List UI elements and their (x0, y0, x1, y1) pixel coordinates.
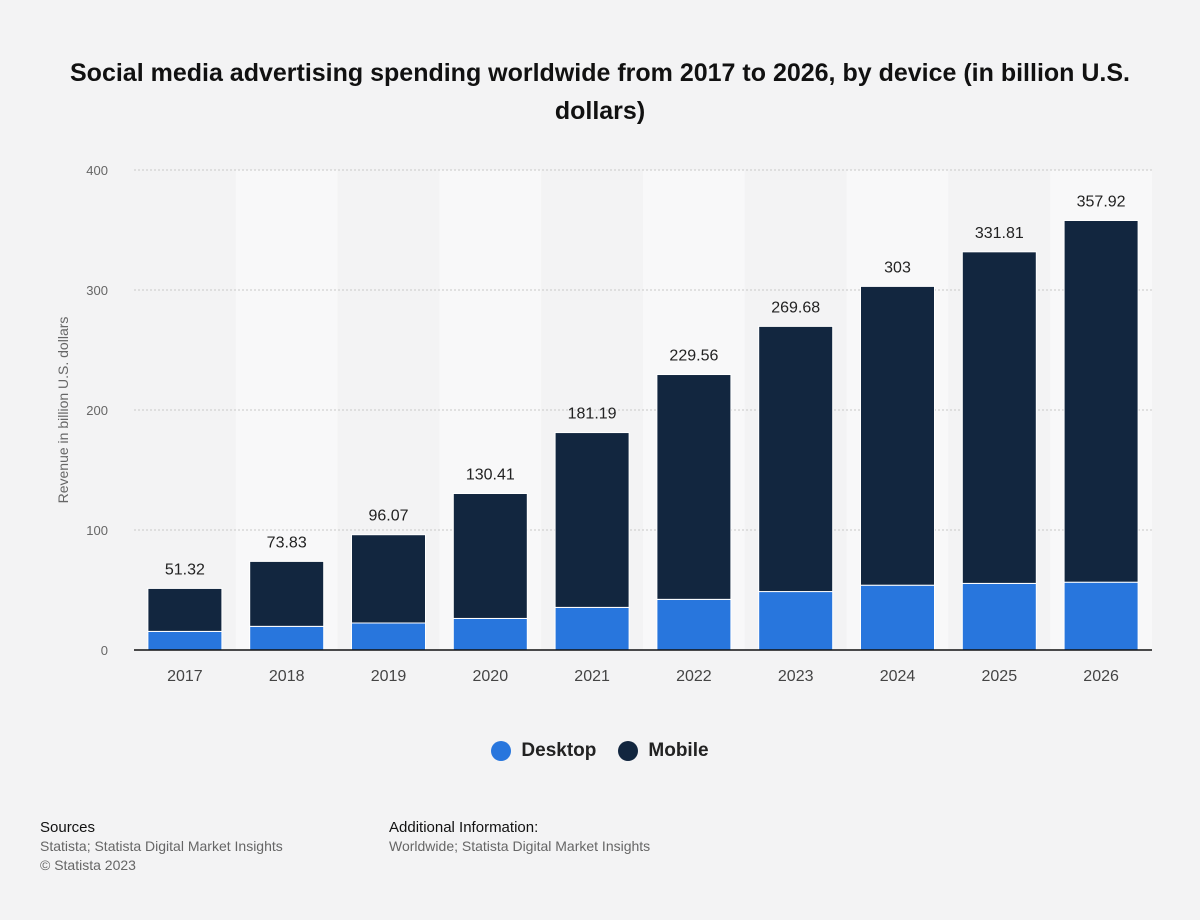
x-tick-label: 2018 (269, 668, 305, 685)
additional-info-line: Worldwide; Statista Digital Market Insig… (389, 838, 651, 854)
bar-desktop-2018 (249, 625, 325, 651)
bar-mobile-2017 (147, 587, 223, 632)
y-tick-label: 400 (86, 163, 108, 178)
bar-desktop-2020 (452, 617, 528, 651)
sources-block: Sources Statista; Statista Digital Marke… (40, 818, 283, 875)
total-label: 96.07 (368, 508, 408, 525)
bar-desktop-2026 (1063, 581, 1139, 651)
legend-item-desktop[interactable]: Desktop (491, 740, 596, 762)
sources-line: Statista; Statista Digital Market Insigh… (40, 838, 283, 854)
y-tick-label: 100 (86, 523, 108, 538)
y-tick-label: 300 (86, 283, 108, 298)
additional-info-heading: Additional Information: (389, 819, 539, 836)
bar-desktop-2019 (351, 622, 426, 651)
y-axis-label: Revenue in billion U.S. dollars (55, 317, 71, 504)
total-label: 331.81 (975, 225, 1024, 242)
x-tick-label: 2024 (880, 668, 916, 685)
x-tick-label: 2020 (473, 668, 509, 685)
bar-mobile-2018 (249, 560, 325, 627)
bar-mobile-2024 (860, 285, 935, 586)
chart-title: Social media advertising spending worldw… (70, 59, 1130, 125)
legend-label-mobile: Mobile (648, 740, 709, 761)
copyright-line: © Statista 2023 (40, 857, 136, 873)
bar-mobile-2025 (961, 251, 1037, 584)
total-label: 303 (884, 259, 911, 276)
bar-desktop-2023 (758, 591, 834, 651)
total-label: 357.92 (1077, 193, 1126, 210)
bar-desktop-2021 (554, 606, 630, 651)
bar-mobile-2026 (1063, 219, 1139, 583)
total-label: 73.83 (267, 534, 307, 551)
y-tick-label: 200 (86, 403, 108, 418)
x-tick-label: 2022 (676, 668, 712, 685)
x-tick-label: 2026 (1083, 668, 1119, 685)
total-label: 51.32 (165, 561, 205, 578)
bar-desktop-2022 (656, 598, 732, 651)
legend-label-desktop: Desktop (521, 740, 597, 761)
x-tick-label: 2025 (982, 668, 1018, 685)
legend: Desktop Mobile (0, 740, 1200, 762)
bar-mobile-2022 (656, 374, 732, 600)
bar-desktop-2017 (147, 630, 223, 651)
total-label: 269.68 (771, 299, 820, 316)
desktop-legend-marker (491, 741, 512, 761)
total-label: 229.56 (669, 348, 718, 365)
sources-heading: Sources (40, 819, 96, 836)
legend-item-mobile[interactable]: Mobile (618, 740, 709, 762)
x-tick-label: 2023 (778, 668, 814, 685)
bar-mobile-2023 (758, 325, 834, 593)
additional-info-block: Additional Information: Worldwide; Stati… (389, 818, 650, 856)
y-tick-label: 0 (101, 643, 108, 658)
x-tick-label: 2017 (167, 668, 203, 685)
mobile-legend-marker (618, 741, 639, 761)
bar-desktop-2024 (860, 584, 935, 651)
bar-mobile-2020 (452, 493, 528, 619)
bar-desktop-2025 (961, 582, 1037, 651)
bar-mobile-2019 (351, 534, 426, 624)
bar-chart: 0 100 200 300 400 Revenue in billion U.S. dol… (55, 163, 1152, 685)
x-tick-label: 2019 (371, 668, 407, 685)
total-label: 181.19 (568, 406, 617, 423)
total-label: 130.41 (466, 467, 515, 484)
bar-mobile-2021 (554, 432, 630, 608)
x-tick-label: 2021 (574, 668, 610, 685)
